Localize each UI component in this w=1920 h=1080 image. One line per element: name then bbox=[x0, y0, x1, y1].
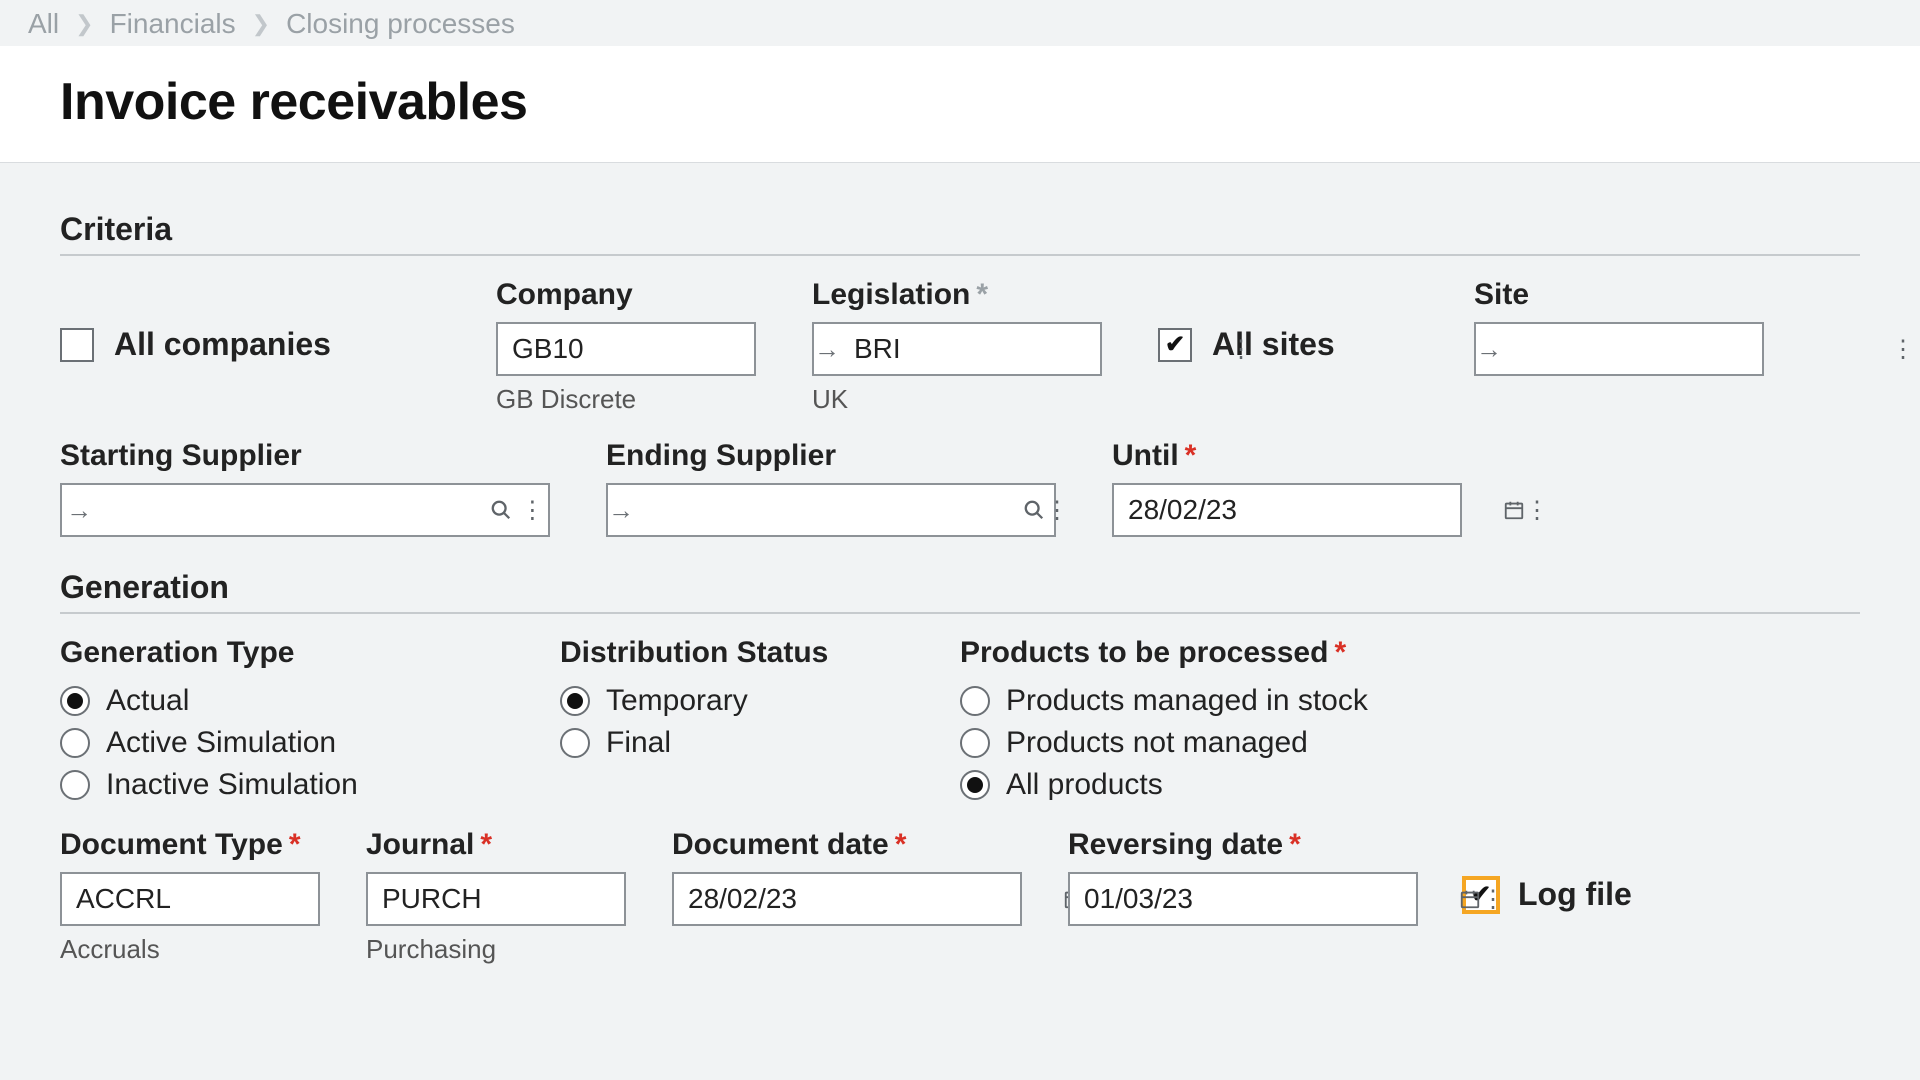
doc-type-helper: Accruals bbox=[60, 934, 320, 965]
breadcrumb-financials[interactable]: Financials bbox=[110, 8, 236, 40]
gentype-actual[interactable]: Actual bbox=[60, 684, 480, 718]
distribution-status-label: Distribution Status bbox=[560, 636, 880, 670]
products-label: Products to be processed* bbox=[960, 636, 1460, 670]
breadcrumb-closing[interactable]: Closing processes bbox=[286, 8, 515, 40]
more-icon[interactable]: ⋮ bbox=[1045, 485, 1069, 535]
legislation-input-wrap: → ⋮ bbox=[812, 322, 1102, 376]
chevron-right-icon: ❯ bbox=[252, 11, 270, 37]
section-rule bbox=[60, 612, 1860, 614]
radio-icon[interactable] bbox=[960, 686, 990, 716]
doc-type-input-wrap: ⋮ bbox=[60, 872, 320, 926]
breadcrumb: All ❯ Financials ❯ Closing processes bbox=[0, 0, 1920, 46]
journal-label: Journal* bbox=[366, 828, 626, 862]
radio-icon[interactable] bbox=[960, 728, 990, 758]
arrow-right-icon[interactable]: → bbox=[62, 485, 96, 535]
arrow-right-icon[interactable]: → bbox=[608, 485, 634, 535]
site-input-wrap: → ⋮ bbox=[1474, 322, 1764, 376]
until-input-wrap: ⋮ bbox=[1112, 483, 1462, 537]
until-label: Until* bbox=[1112, 439, 1462, 473]
journal-input-wrap: ⋮ bbox=[366, 872, 626, 926]
rev-date-input[interactable] bbox=[1070, 874, 1459, 924]
breadcrumb-all[interactable]: All bbox=[28, 8, 59, 40]
products-in-stock[interactable]: Products managed in stock bbox=[960, 684, 1460, 718]
ending-supplier-input-wrap: → ⋮ bbox=[606, 483, 1056, 537]
products-not-managed[interactable]: Products not managed bbox=[960, 726, 1460, 760]
more-icon[interactable]: ⋮ bbox=[517, 485, 548, 535]
all-companies-label: All companies bbox=[114, 326, 331, 363]
log-file-label: Log file bbox=[1518, 876, 1632, 913]
section-generation-title: Generation bbox=[60, 569, 1860, 606]
arrow-right-icon[interactable]: → bbox=[814, 324, 840, 374]
arrow-right-icon[interactable]: → bbox=[1476, 324, 1502, 374]
until-input[interactable] bbox=[1114, 485, 1503, 535]
ending-supplier-input[interactable] bbox=[634, 485, 1023, 535]
journal-helper: Purchasing bbox=[366, 934, 626, 965]
radio-icon[interactable] bbox=[960, 770, 990, 800]
radio-icon[interactable] bbox=[60, 770, 90, 800]
checkbox-icon[interactable] bbox=[60, 328, 94, 362]
more-icon[interactable]: ⋮ bbox=[1525, 485, 1549, 535]
generation-type-label: Generation Type bbox=[60, 636, 480, 670]
company-input-wrap: ⋮ bbox=[496, 322, 756, 376]
ending-supplier-label: Ending Supplier bbox=[606, 439, 1056, 473]
doc-type-label: Document Type* bbox=[60, 828, 320, 862]
doc-date-label: Document date* bbox=[672, 828, 1022, 862]
gentype-inactive-sim[interactable]: Inactive Simulation bbox=[60, 768, 480, 802]
radio-icon[interactable] bbox=[60, 728, 90, 758]
radio-icon[interactable] bbox=[560, 728, 590, 758]
legislation-label: Legislation* bbox=[812, 278, 1102, 312]
radio-icon[interactable] bbox=[60, 686, 90, 716]
site-label: Site bbox=[1474, 278, 1764, 312]
starting-supplier-input[interactable] bbox=[96, 485, 485, 535]
company-helper: GB Discrete bbox=[496, 384, 756, 415]
page-header: Invoice receivables bbox=[0, 46, 1920, 163]
section-rule bbox=[60, 254, 1860, 256]
page-title: Invoice receivables bbox=[60, 72, 1860, 132]
doc-date-input-wrap: ⋮ bbox=[672, 872, 1022, 926]
rev-date-input-wrap: ⋮ bbox=[1068, 872, 1418, 926]
company-label: Company bbox=[496, 278, 756, 312]
gentype-active-sim[interactable]: Active Simulation bbox=[60, 726, 480, 760]
dist-temporary[interactable]: Temporary bbox=[560, 684, 880, 718]
site-input[interactable] bbox=[1502, 324, 1891, 374]
doc-date-input[interactable] bbox=[674, 874, 1063, 924]
products-all[interactable]: All products bbox=[960, 768, 1460, 802]
all-companies-checkbox[interactable]: All companies bbox=[60, 326, 440, 363]
dist-final[interactable]: Final bbox=[560, 726, 880, 760]
legislation-input[interactable] bbox=[840, 324, 1229, 374]
more-icon[interactable]: ⋮ bbox=[1229, 324, 1253, 374]
more-icon[interactable]: ⋮ bbox=[1891, 324, 1915, 374]
legislation-helper: UK bbox=[812, 384, 1102, 415]
calendar-icon[interactable] bbox=[1459, 874, 1481, 924]
radio-icon[interactable] bbox=[560, 686, 590, 716]
rev-date-label: Reversing date* bbox=[1068, 828, 1418, 862]
more-icon[interactable]: ⋮ bbox=[1481, 874, 1505, 924]
search-icon[interactable] bbox=[485, 485, 516, 535]
calendar-icon[interactable] bbox=[1503, 485, 1525, 535]
starting-supplier-input-wrap: → ⋮ bbox=[60, 483, 550, 537]
section-criteria-title: Criteria bbox=[60, 211, 1860, 248]
chevron-right-icon: ❯ bbox=[75, 11, 93, 37]
search-icon[interactable] bbox=[1023, 485, 1045, 535]
starting-supplier-label: Starting Supplier bbox=[60, 439, 550, 473]
